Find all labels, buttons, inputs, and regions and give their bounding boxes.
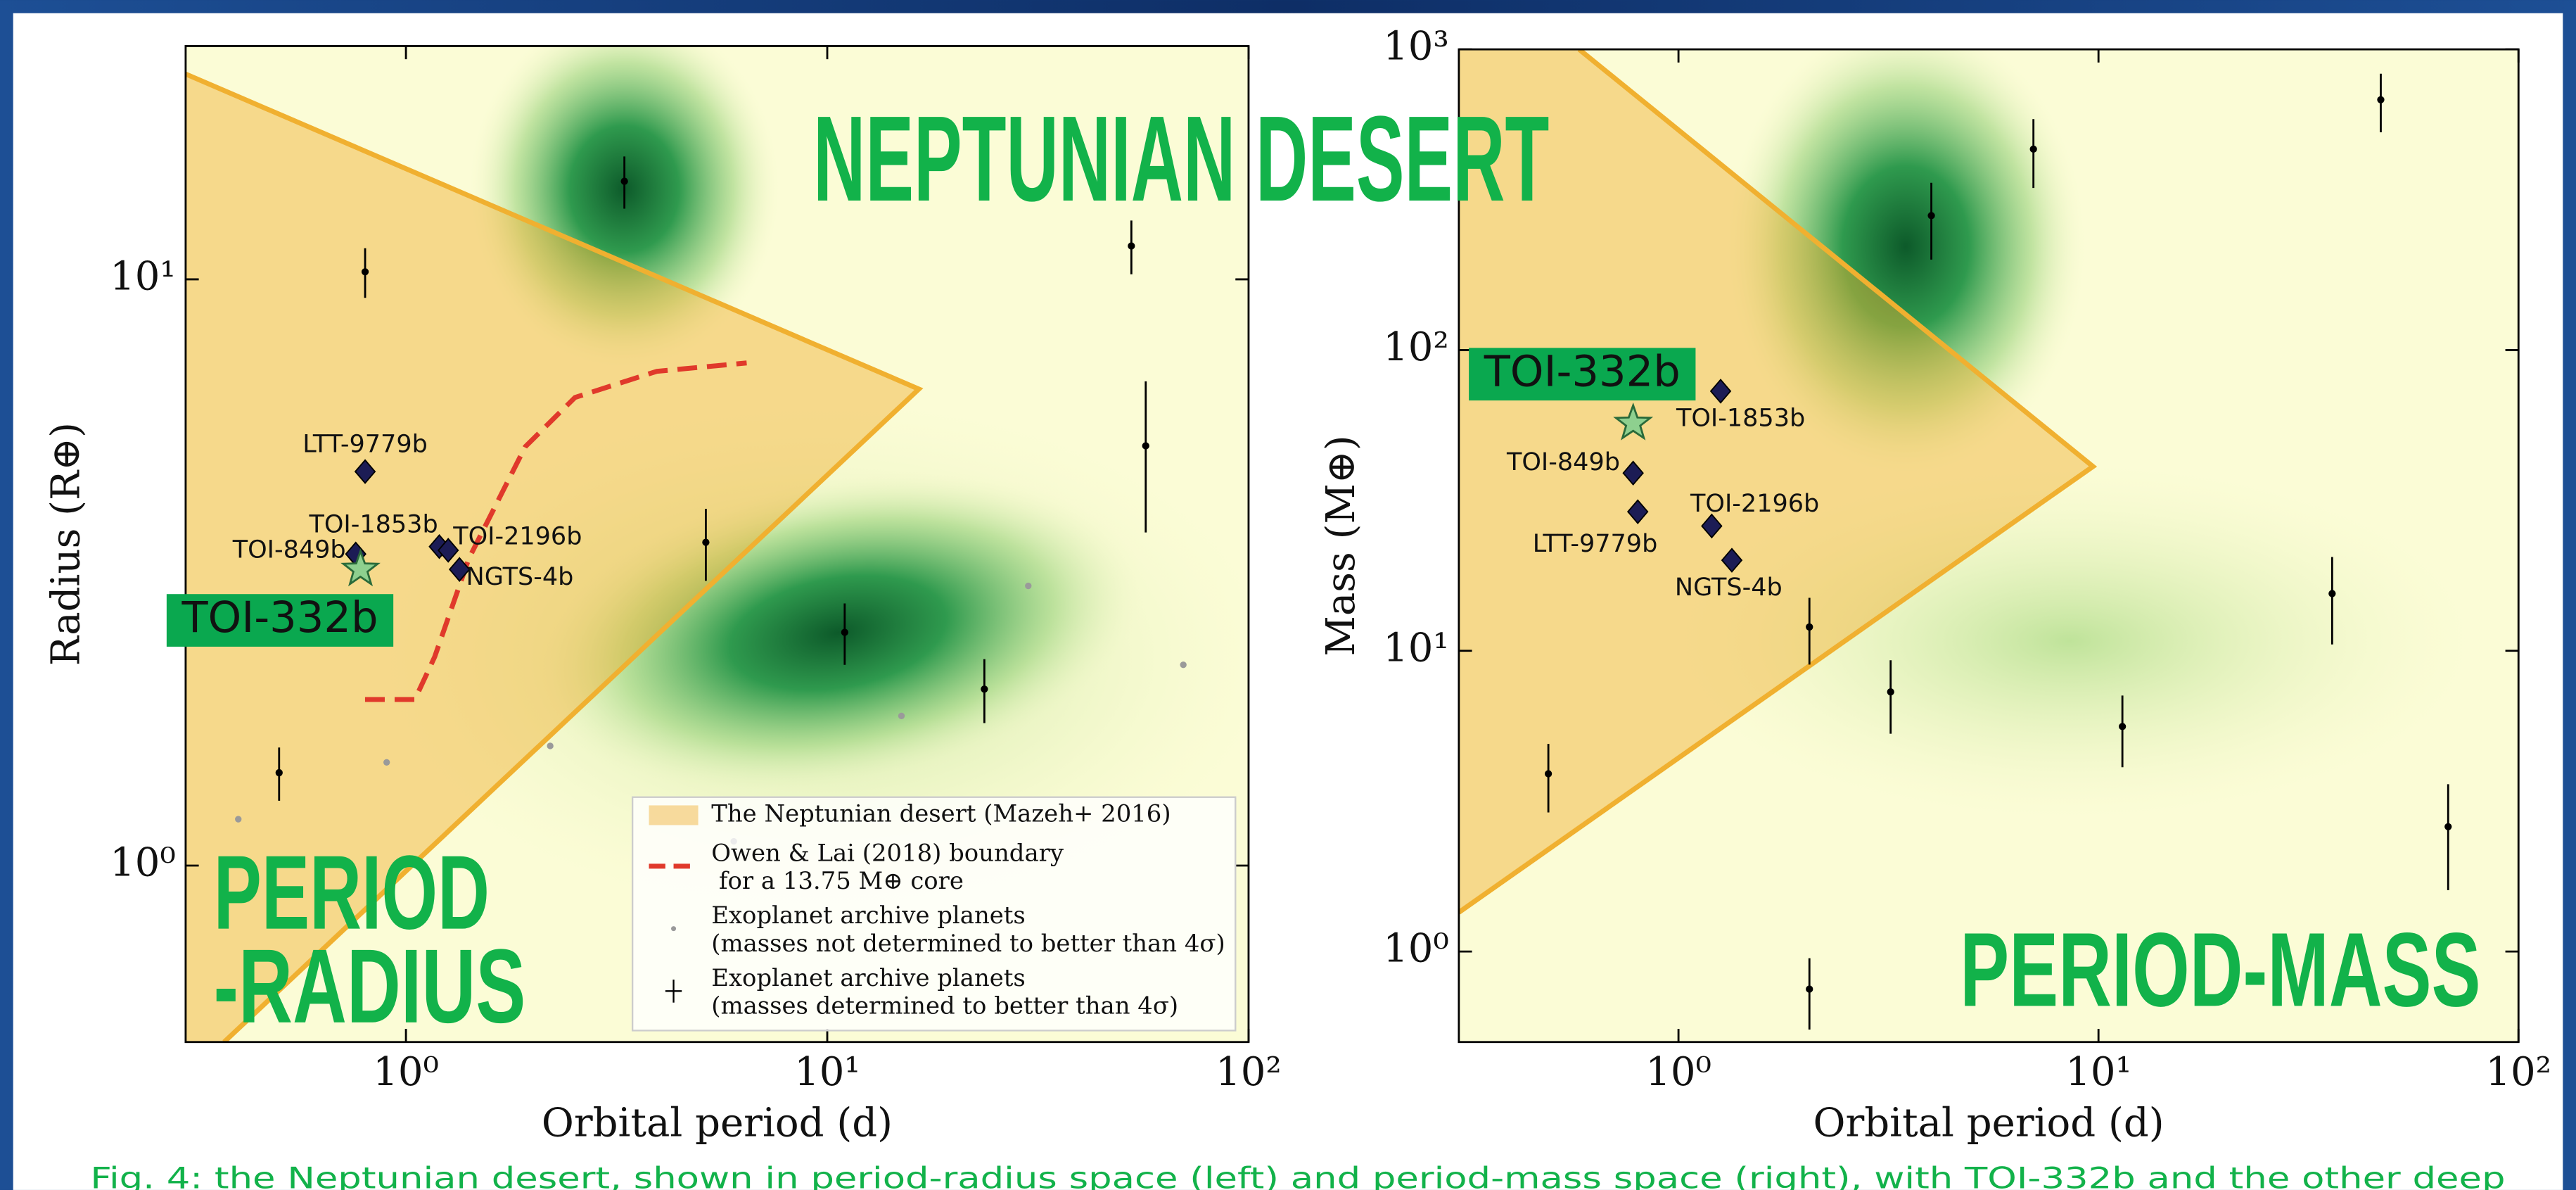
planet-label: TOI-2196b xyxy=(452,521,582,550)
archive-point xyxy=(841,628,848,635)
archive-point xyxy=(1887,688,1894,695)
archive-point xyxy=(1180,662,1187,668)
y-axis-label: Mass (M⊕) xyxy=(1318,435,1364,656)
archive-point xyxy=(981,685,988,692)
archive-point xyxy=(383,759,390,766)
archive-point xyxy=(1545,770,1552,777)
x-tick-label: 10¹ xyxy=(794,1049,860,1095)
figure: Fig. 4: the Neptunian desert, shown in p… xyxy=(0,0,2576,1190)
archive-point xyxy=(362,268,369,275)
archive-point xyxy=(898,713,905,719)
figure-title: NEPTUNIAN DESERT xyxy=(813,91,1549,227)
archive-point xyxy=(235,816,241,822)
planet-label: NGTS-4b xyxy=(1675,573,1783,602)
x-tick-label: 10² xyxy=(2485,1049,2551,1095)
planet-label: TOI-332b xyxy=(181,593,378,643)
caption: Fig. 4: the Neptunian desert, shown in p… xyxy=(90,1160,2505,1190)
legend-label: The Neptunian desert (Mazeh+ 2016) xyxy=(711,799,1171,827)
y-tick-label: 10¹ xyxy=(1383,625,1449,671)
y-tick-label: 10⁰ xyxy=(110,840,176,885)
planet-label: LTT-9779b xyxy=(302,430,428,459)
archive-point xyxy=(2030,146,2037,153)
archive-point xyxy=(1806,985,1813,992)
archive-point xyxy=(1128,242,1135,249)
planet-label: TOI-1853b xyxy=(1676,404,1805,433)
y-tick-label: 10¹ xyxy=(110,253,176,299)
archive-point xyxy=(276,769,283,776)
planet-label: LTT-9779b xyxy=(1533,529,1658,558)
planet-label: TOI-2196b xyxy=(1690,489,1819,518)
archive-point xyxy=(2444,823,2451,830)
planet-label: TOI-332b xyxy=(1484,347,1681,396)
planet-label: TOI-849b xyxy=(232,536,346,564)
archive-point xyxy=(2328,590,2335,597)
x-tick-label: 10⁰ xyxy=(1645,1049,1711,1095)
x-tick-label: 10² xyxy=(1216,1049,1282,1095)
y-tick-label: 10³ xyxy=(1383,24,1449,70)
archive-point xyxy=(2377,96,2384,103)
y-tick-label: 10⁰ xyxy=(1383,926,1449,972)
archive-point xyxy=(1025,583,1031,589)
archive-point xyxy=(1806,624,1813,631)
panel-title: PERIOD-MASS xyxy=(1960,911,2480,1028)
x-tick-label: 10⁰ xyxy=(373,1049,439,1095)
x-axis-label: Orbital period (d) xyxy=(1813,1100,2164,1146)
archive-point xyxy=(547,742,553,749)
archive-point xyxy=(702,538,709,545)
y-axis-label: Radius (R⊕) xyxy=(44,422,89,666)
x-axis-label: Orbital period (d) xyxy=(542,1100,893,1146)
archive-point xyxy=(2119,723,2126,730)
y-tick-label: 10² xyxy=(1383,324,1449,370)
planet-label: TOI-849b xyxy=(1506,448,1620,476)
legend-swatch xyxy=(649,805,699,825)
page: {"title": "NEPTUNIAN DESERT", "caption":… xyxy=(0,0,2576,1190)
planet-label: NGTS-4b xyxy=(466,562,574,591)
x-tick-label: 10¹ xyxy=(2065,1049,2131,1095)
legend-swatch xyxy=(671,926,676,931)
planet-label: TOI-1853b xyxy=(308,509,438,538)
archive-point xyxy=(1142,442,1149,449)
panel-title: -RADIUS xyxy=(214,928,526,1045)
archive-point xyxy=(620,177,627,184)
archive-point xyxy=(1927,212,1934,219)
